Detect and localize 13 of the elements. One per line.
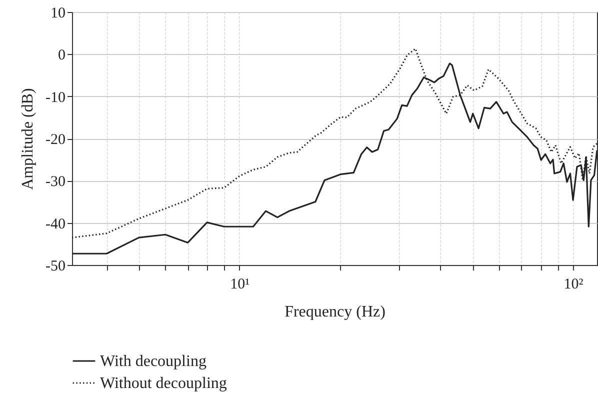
y-tick-label: 10	[50, 6, 66, 22]
y-tick-label: -30	[46, 174, 66, 190]
y-tick-label: -40	[46, 216, 66, 232]
legend-label: Without decoupling	[100, 375, 227, 392]
y-axis-title: Amplitude (dB)	[20, 88, 37, 190]
y-tick-label: 0	[58, 48, 66, 64]
y-tick-label: -50	[46, 258, 66, 274]
x-tick-label: 10²	[564, 276, 584, 292]
y-tick-label: -10	[46, 90, 66, 106]
x-axis-title: Frequency (Hz)	[284, 304, 386, 320]
y-tick-label: -20	[46, 132, 66, 148]
x-tick-label: 10¹	[230, 276, 250, 292]
legend-label: With decoupling	[100, 353, 206, 370]
